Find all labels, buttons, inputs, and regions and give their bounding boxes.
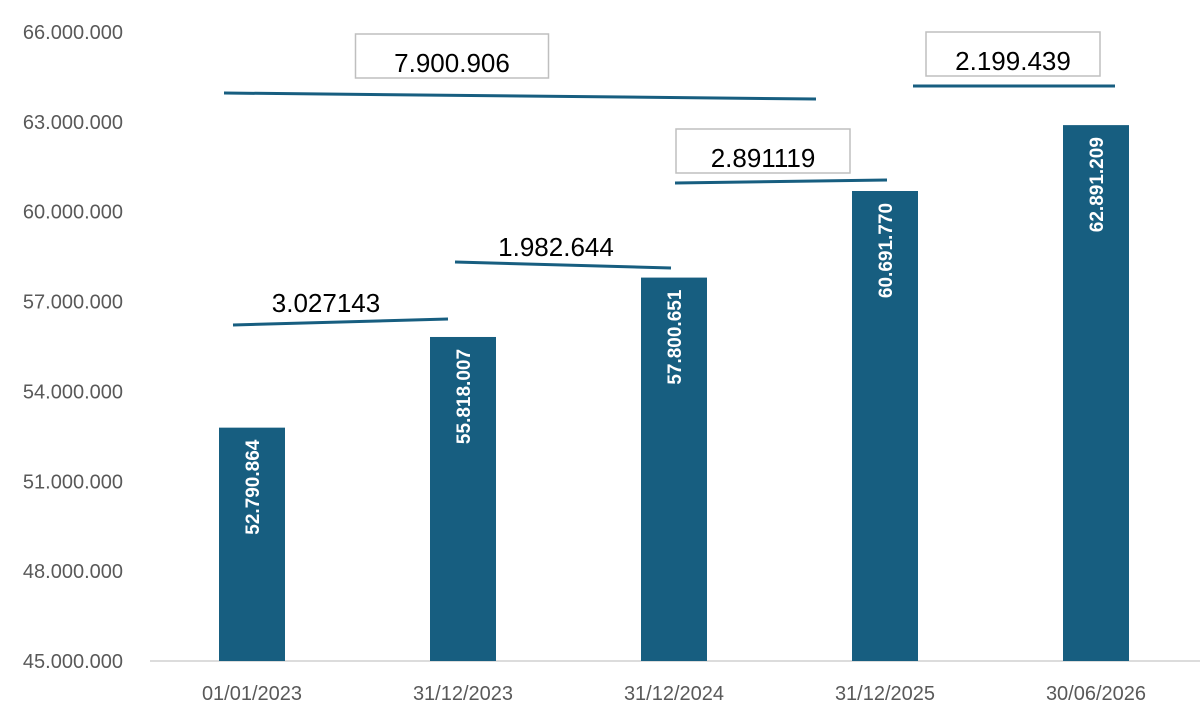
bar-value-label: 60.691.770 bbox=[876, 203, 897, 298]
bar-series: 52.790.864 55.818.007 57.800.651 60.691.770… bbox=[219, 125, 1129, 661]
y-tick-label: 45.000.000 bbox=[23, 651, 123, 673]
difference-label: 2.891119 bbox=[711, 143, 816, 173]
y-tick-label: 63.000.000 bbox=[23, 112, 123, 134]
difference-bracket bbox=[454, 260, 672, 270]
difference-label: 2.199.439 bbox=[955, 46, 1071, 76]
x-tick-label: 31/12/2024 bbox=[624, 683, 724, 705]
difference-label-box bbox=[354, 33, 550, 79]
y-tick-label: 54.000.000 bbox=[23, 381, 123, 403]
difference-bracket bbox=[223, 91, 817, 101]
difference-bracket bbox=[674, 178, 888, 185]
y-axis: 45.000.000 48.000.000 51.000.000 54.000.000… bbox=[23, 22, 123, 673]
difference-bracket bbox=[232, 317, 449, 327]
bar-value-label: 52.790.864 bbox=[243, 439, 264, 535]
bar bbox=[219, 427, 285, 661]
difference-label: 7.900.906 bbox=[394, 48, 510, 78]
difference-label-box bbox=[675, 128, 851, 174]
x-tick-label: 30/06/2026 bbox=[1046, 683, 1146, 705]
bar bbox=[641, 277, 707, 661]
x-tick-label: 31/12/2023 bbox=[413, 683, 513, 705]
bar bbox=[852, 190, 918, 661]
bar bbox=[1063, 125, 1129, 661]
difference-label: 3.027143 bbox=[272, 288, 380, 318]
x-tick-label: 01/01/2023 bbox=[202, 683, 302, 705]
bar-value-label: 62.891.209 bbox=[1087, 137, 1108, 232]
y-tick-label: 60.000.000 bbox=[23, 202, 123, 224]
y-tick-label: 57.000.000 bbox=[23, 292, 123, 314]
y-tick-label: 66.000.000 bbox=[23, 22, 123, 44]
y-tick-label: 51.000.000 bbox=[23, 471, 123, 493]
bar bbox=[430, 336, 496, 661]
bar-value-label: 55.818.007 bbox=[454, 349, 475, 444]
difference-annotations: 3.027143 1.982.644 2.891119 2.199.439 7.900.… bbox=[223, 31, 1115, 327]
y-tick-label: 48.000.000 bbox=[23, 561, 123, 583]
bar-value-label: 57.800.651 bbox=[665, 289, 686, 385]
x-axis: 01/01/2023 31/12/2023 31/12/2024 31/12/2025… bbox=[150, 660, 1200, 705]
difference-label-box bbox=[925, 31, 1101, 77]
x-tick-label: 31/12/2025 bbox=[835, 683, 935, 705]
difference-label: 1.982.644 bbox=[498, 232, 614, 262]
